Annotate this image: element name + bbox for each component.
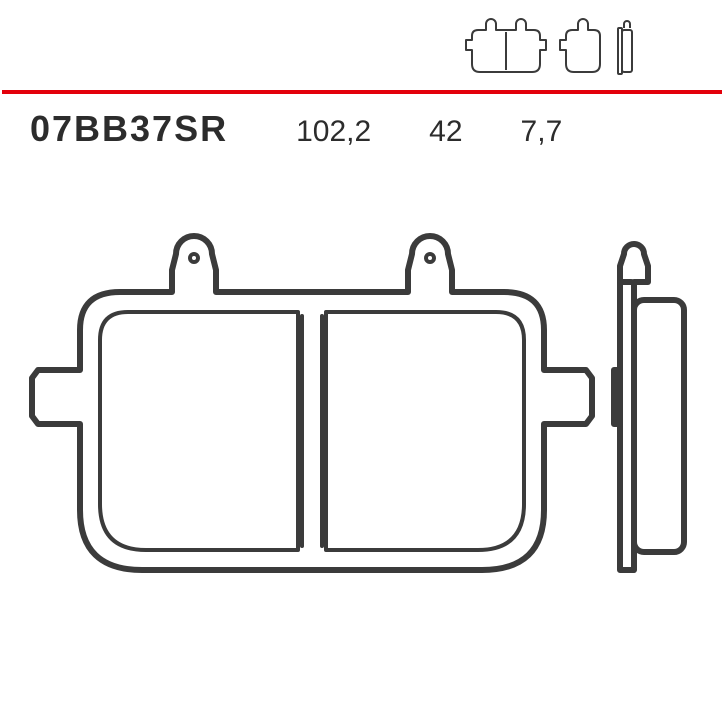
pad-front-outline — [32, 236, 592, 570]
spec-row: 07BB37SR 102,2 42 7,7 — [30, 108, 562, 150]
icon-pad-side — [616, 18, 636, 80]
pad-front-friction — [100, 312, 524, 550]
spec-width: 102,2 — [296, 115, 371, 149]
brake-pad-diagram — [20, 220, 704, 620]
part-code: 07BB37SR — [30, 108, 228, 150]
pad-front-pins — [190, 254, 434, 262]
icon-pad-half — [558, 18, 606, 80]
header-dimension-icons — [464, 18, 636, 80]
spec-thickness: 7,7 — [521, 115, 563, 149]
spec-height: 42 — [429, 115, 462, 149]
icon-pad-front — [464, 18, 548, 80]
accent-divider — [2, 90, 722, 94]
pad-side-outline — [614, 244, 684, 570]
